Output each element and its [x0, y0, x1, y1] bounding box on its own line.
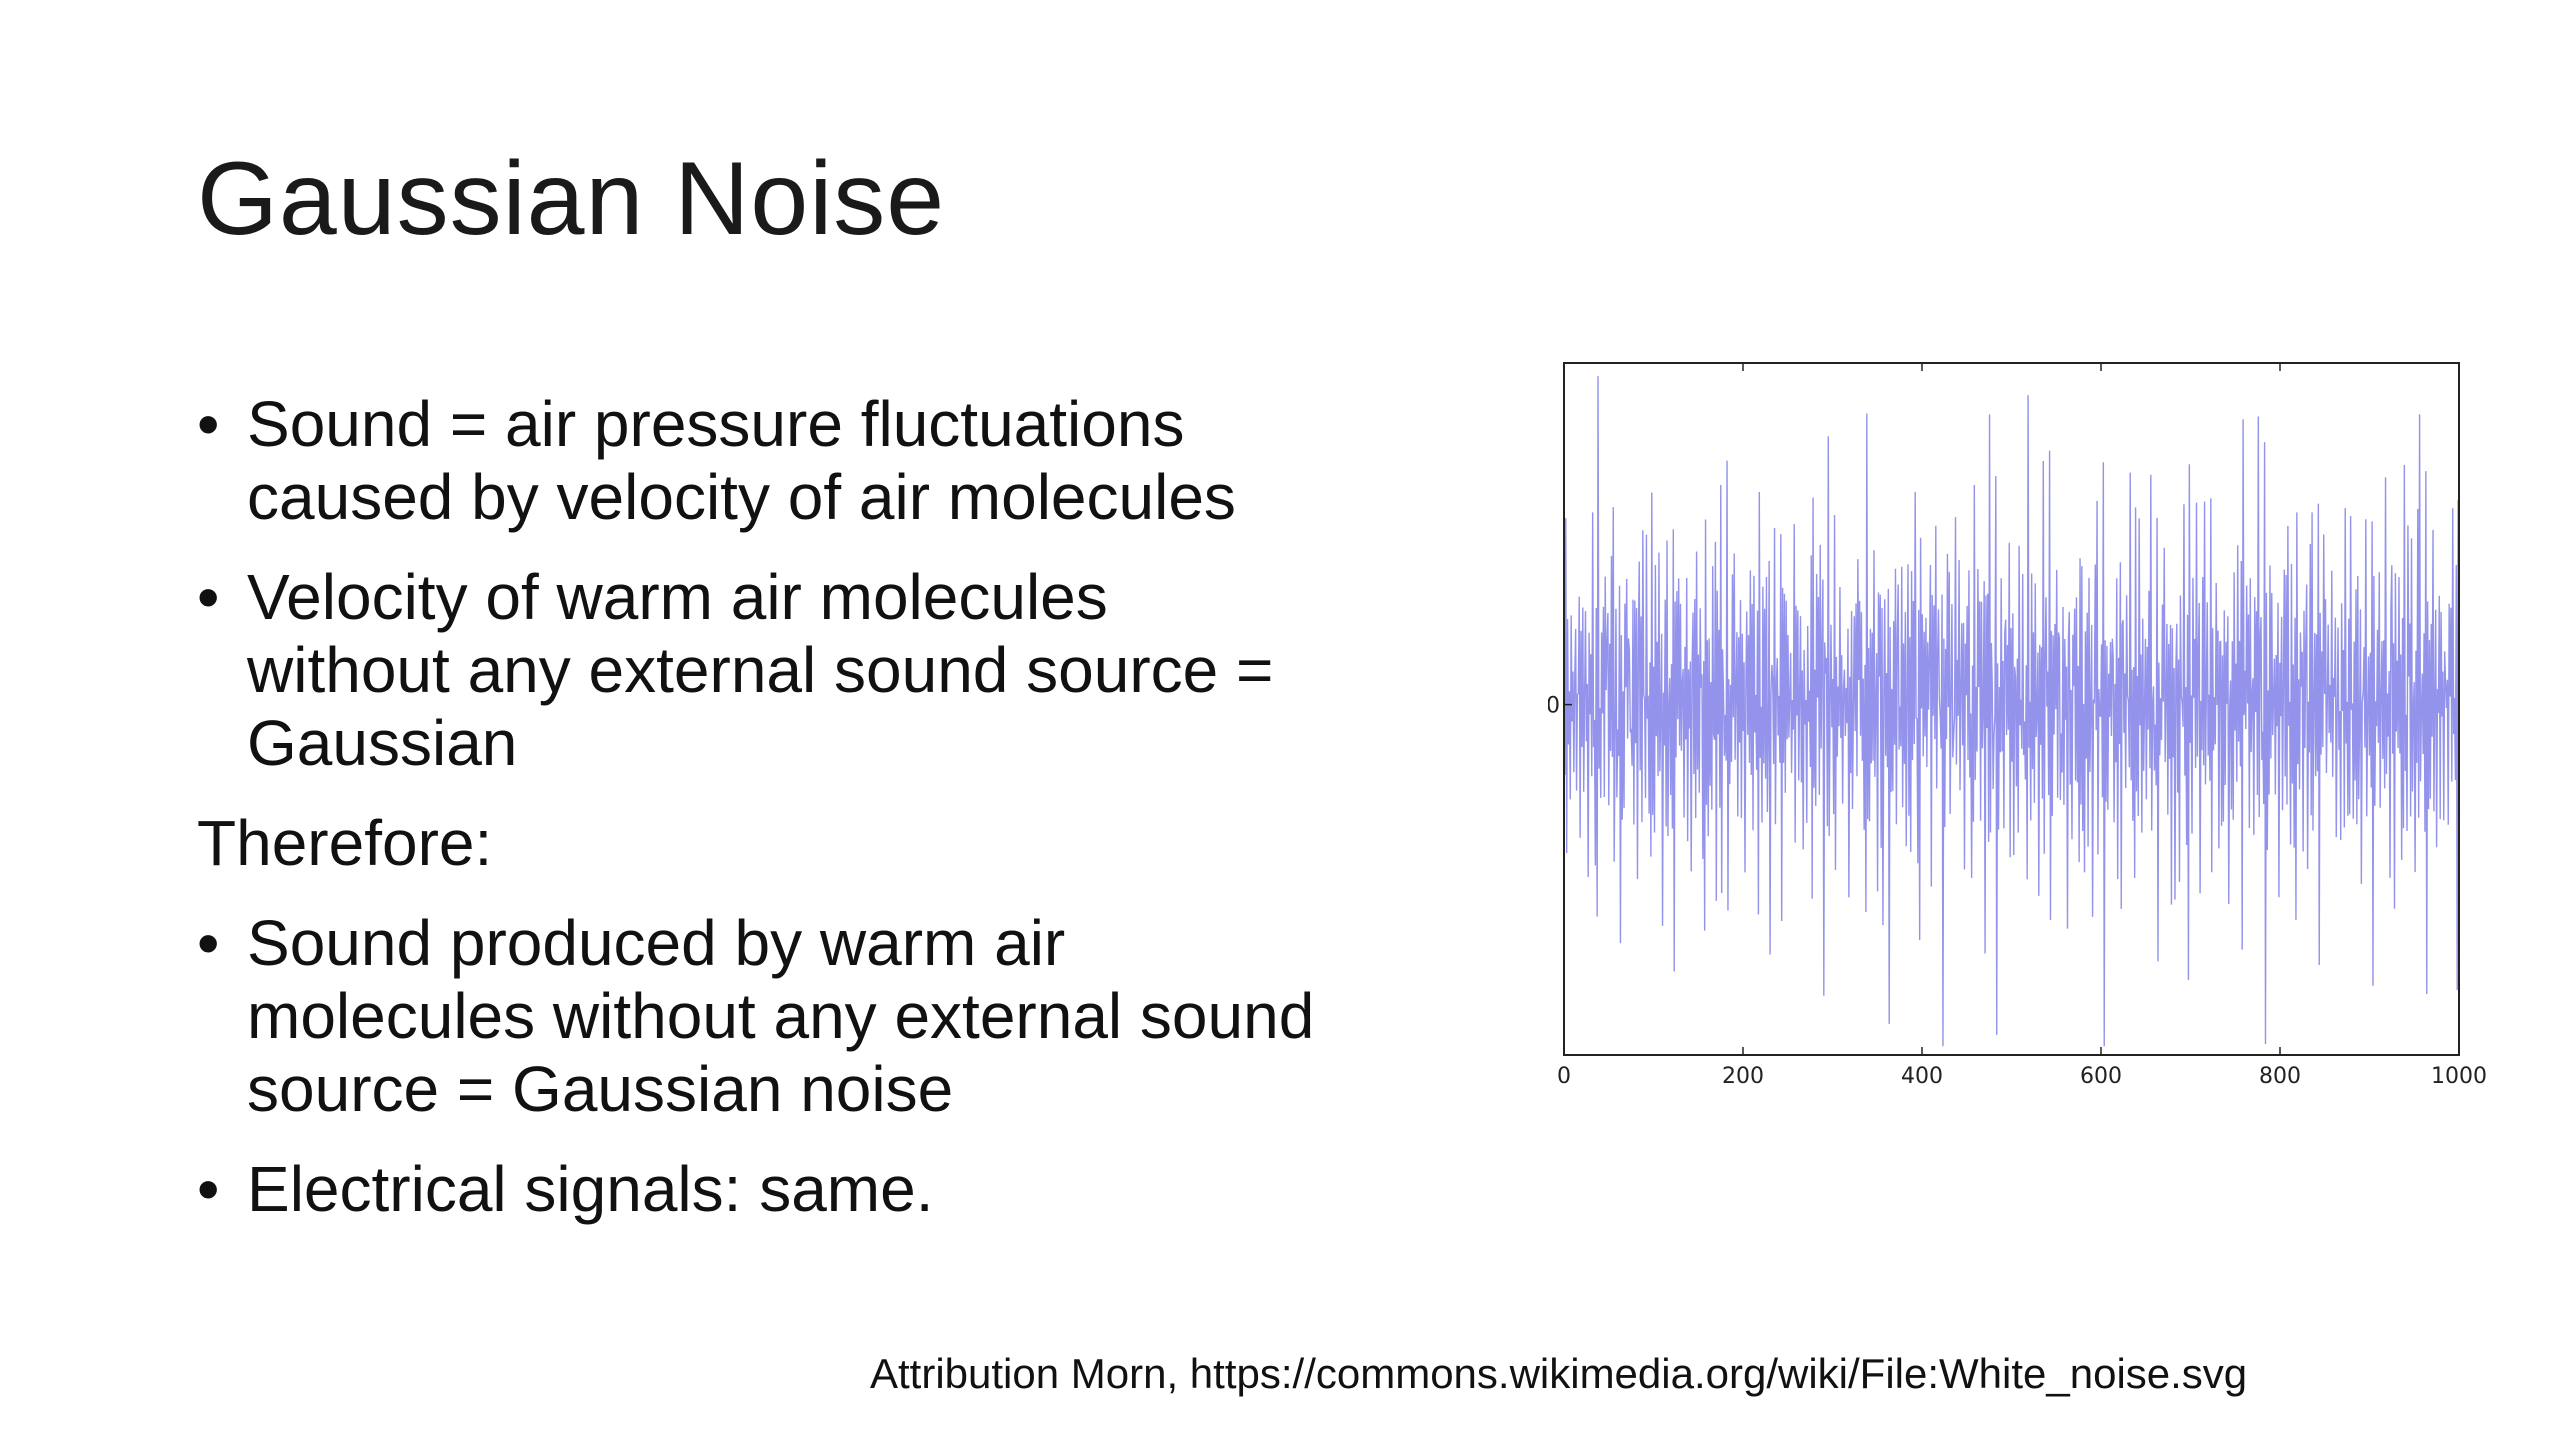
- x-tick-label: 600: [2080, 1064, 2122, 1089]
- bullet-item: Velocity of warm air molecules without a…: [197, 561, 1497, 780]
- plot-frame: [1563, 362, 2460, 1056]
- y-tick-label: 0: [1548, 694, 1560, 719]
- x-tick-label: 200: [1722, 1064, 1764, 1089]
- bullet-line: caused by velocity of air molecules: [247, 461, 1236, 533]
- therefore-text: Therefore:: [197, 807, 493, 879]
- bullet-line: Electrical signals: same.: [247, 1153, 934, 1225]
- bullet-item: Sound = air pressure fluctuations caused…: [197, 388, 1497, 534]
- bullet-line: Gaussian: [247, 707, 518, 779]
- bullet-item: Electrical signals: same.: [197, 1153, 1497, 1226]
- bullet-line: molecules without any external sound: [247, 980, 1315, 1052]
- bullet-item: Sound produced by warm air molecules wit…: [197, 907, 1497, 1126]
- bullet-line: Sound = air pressure fluctuations: [247, 388, 1185, 460]
- attribution-text: Attribution Morn, https://commons.wikime…: [870, 1350, 2248, 1397]
- x-tick-label: 800: [2259, 1064, 2301, 1089]
- bullet-line: Sound produced by warm air: [247, 907, 1066, 979]
- white-noise-chart: 0 200 400 600 800 1000 0: [1548, 362, 2487, 1089]
- bullet-line: Velocity of warm air molecules: [247, 561, 1108, 633]
- bullet-line: without any external sound source =: [247, 634, 1274, 706]
- noise-series-line: [1563, 376, 2460, 1047]
- x-tick-label: 400: [1901, 1064, 1943, 1089]
- x-tick-label: 1000: [2431, 1064, 2487, 1089]
- slide-title: Gaussian Noise: [197, 141, 946, 257]
- slide-body: Sound = air pressure fluctuations caused…: [197, 388, 1497, 1253]
- bullet-line: source = Gaussian noise: [247, 1053, 954, 1125]
- x-tick-label: 0: [1557, 1064, 1571, 1089]
